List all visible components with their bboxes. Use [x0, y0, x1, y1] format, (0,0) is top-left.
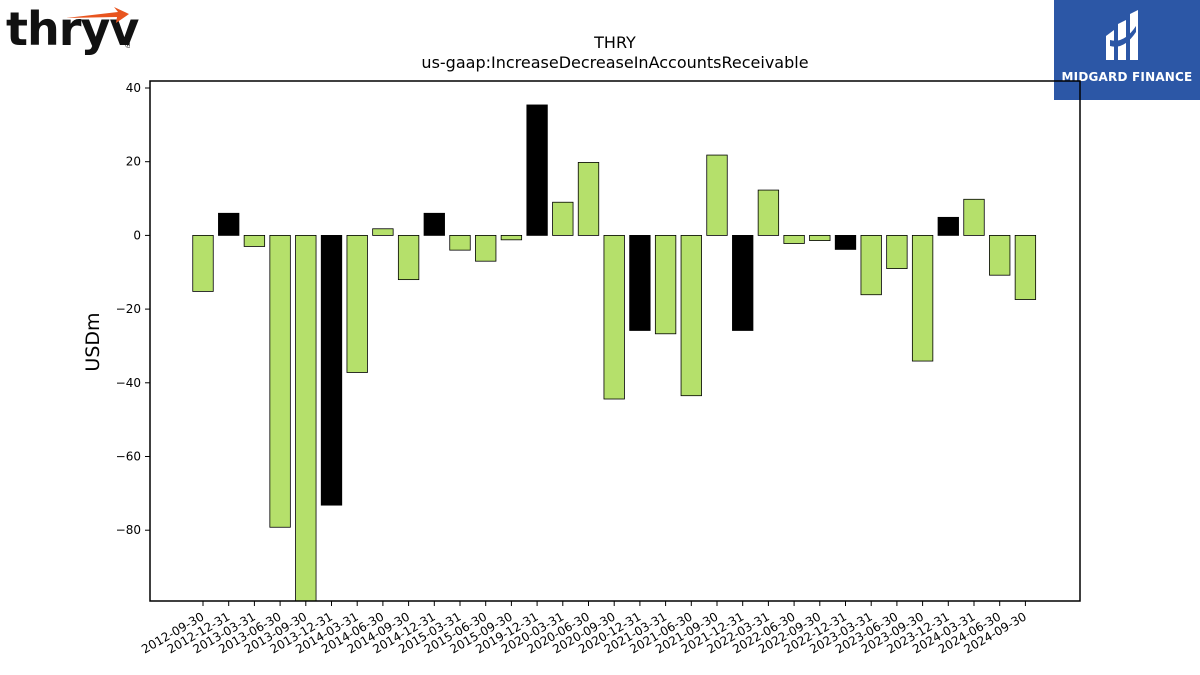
bar-2022-09-30	[809, 234, 831, 241]
bar-2024-09-30	[1014, 234, 1037, 300]
bar-2022-06-30	[783, 234, 805, 244]
bar-2023-06-30	[886, 234, 908, 269]
midgard-logo-text: MIDGARD FINANCE	[1061, 70, 1193, 84]
y-tick-label: −80	[116, 523, 141, 537]
bar-2021-12-31	[732, 234, 754, 331]
midgard-finance-logo: MIDGARD FINANCE	[1054, 0, 1200, 100]
logo-arrow-icon: ®	[66, 7, 130, 51]
bar-2012-12-31	[218, 212, 240, 236]
y-tick-label: −20	[116, 302, 141, 316]
bar-2022-03-31	[757, 189, 780, 236]
bar-2014-03-31	[346, 234, 368, 373]
bar-2013-09-30	[295, 234, 317, 602]
bar-2013-03-31	[243, 234, 266, 247]
x-axis-ticks: 2012-09-302012-12-312013-03-312013-06-30…	[139, 601, 1029, 656]
bar-2020-03-31	[552, 201, 574, 236]
bar-2021-09-30	[706, 154, 728, 236]
bar-2020-12-31	[629, 234, 651, 331]
bar-2021-06-30	[680, 234, 702, 397]
thryv-logo-mark: ®	[124, 41, 130, 51]
bar-2015-03-31	[449, 234, 471, 251]
bar-2023-12-31	[937, 216, 959, 236]
bar-2022-12-31	[834, 234, 857, 250]
midgard-emblem-icon	[1106, 10, 1138, 60]
bars	[192, 104, 1037, 602]
y-tick-label: 40	[126, 81, 141, 95]
bar-2015-06-30	[475, 234, 497, 262]
chart-subtitle: us-gaap:IncreaseDecreaseInAccountsReceiv…	[421, 53, 808, 72]
bar-2019-12-31	[526, 104, 548, 236]
bar-2014-06-30	[372, 228, 394, 236]
bar-2023-09-30	[911, 234, 934, 362]
bar-2014-12-31	[423, 212, 445, 236]
y-tick-label: −40	[116, 376, 141, 390]
bar-2013-12-31	[320, 234, 343, 506]
bar-2020-06-30	[577, 162, 600, 236]
plot-frame	[149, 80, 1081, 602]
y-axis-ticks: 40 20 0 −20 −40 −60 −80	[116, 81, 150, 537]
bar-2021-03-31	[654, 234, 677, 335]
y-tick-label: 20	[126, 155, 141, 169]
chart-title: THRY	[593, 33, 636, 52]
bar-2024-03-31	[963, 198, 985, 236]
bar-2013-06-30	[269, 234, 291, 528]
bar-2012-09-30	[192, 234, 214, 292]
y-axis-label: USDm	[82, 312, 104, 371]
thryv-logo: thryv ®	[6, 4, 139, 56]
bar-2015-09-30	[500, 234, 523, 241]
y-tick-label: 0	[133, 228, 141, 242]
bar-2024-06-30	[989, 234, 1011, 276]
bar-2023-03-31	[860, 234, 882, 296]
bar-2020-09-30	[603, 234, 625, 400]
bar-2014-09-30	[397, 234, 420, 281]
y-tick-label: −60	[116, 450, 141, 464]
